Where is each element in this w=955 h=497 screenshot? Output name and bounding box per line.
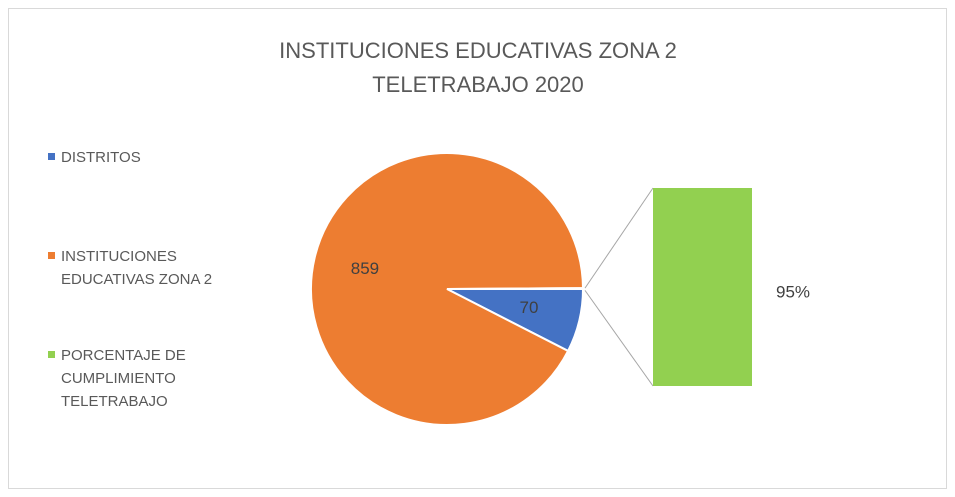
data-label: 859 [351, 259, 379, 278]
chart-title: INSTITUCIONES EDUCATIVAS ZONA 2 TELETRAB… [279, 38, 677, 97]
connector [584, 187, 654, 289]
legend-label: INSTITUCIONES EDUCATIVAS ZONA 2 [61, 248, 213, 288]
legend-label: DISTRITOS [61, 149, 141, 166]
legend-item: PORCENTAJE DE CUMPLIMIENTO TELETRABAJO [48, 344, 248, 413]
legend-swatch [48, 351, 55, 358]
legend-item: INSTITUCIONES EDUCATIVAS ZONA 2 [48, 245, 248, 291]
pie-slice [446, 287, 585, 290]
legend-label: PORCENTAJE DE CUMPLIMIENTO TELETRABAJO [61, 347, 186, 410]
chart-border [8, 8, 947, 489]
data-label: 70 [520, 298, 539, 317]
data-label: 95% [776, 282, 810, 301]
secondary-bar [653, 188, 752, 386]
connector [584, 290, 654, 387]
legend-item: DISTRITOS [48, 146, 248, 169]
legend-swatch [48, 153, 55, 160]
legend-swatch [48, 252, 55, 259]
